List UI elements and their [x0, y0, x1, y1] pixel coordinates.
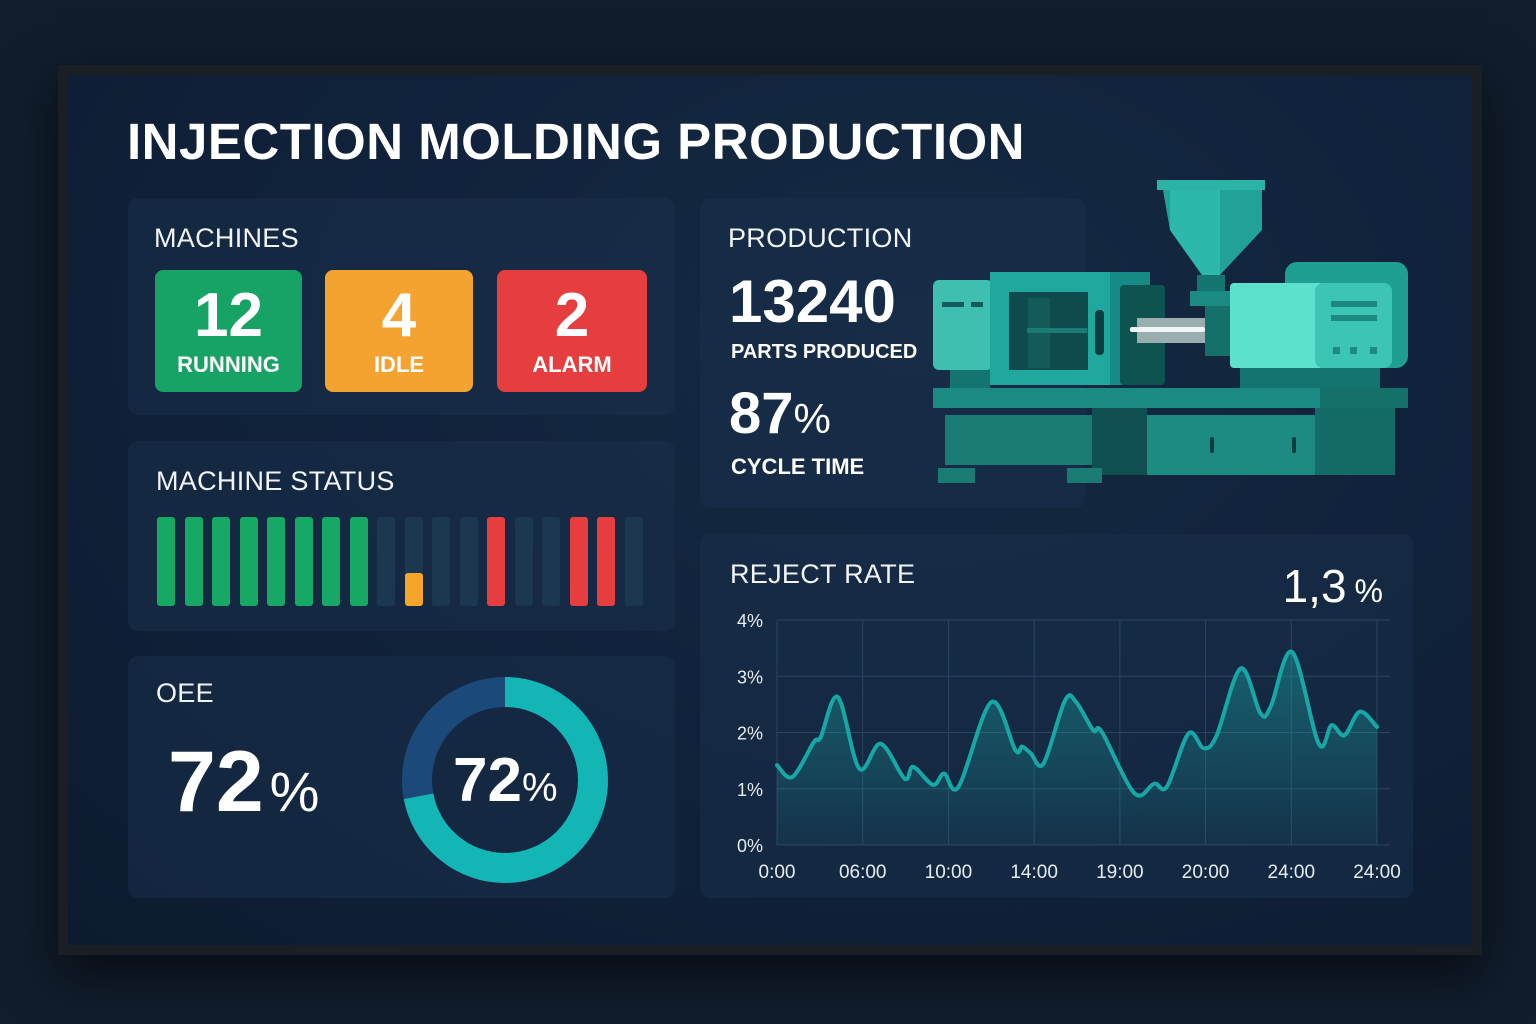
oee-gauge-unit: %	[521, 766, 558, 810]
production-title: PRODUCTION	[728, 223, 913, 253]
machine-status-bar-fill-running	[294, 517, 313, 606]
machine-status-bar[interactable]	[239, 517, 258, 606]
oee-donut	[402, 677, 608, 883]
reject-rate-title: REJECT RATE	[730, 559, 916, 589]
x-tick-label: 0:00	[759, 862, 796, 883]
alarm-count: 2	[554, 281, 590, 350]
machine-status-bar[interactable]	[597, 517, 615, 606]
reject-rate-number: 1,3	[1282, 560, 1347, 612]
x-tick-label: 19:00	[1096, 862, 1144, 883]
machine-status-bar[interactable]	[542, 517, 560, 606]
machine-status-bar-fill-idle	[404, 573, 423, 606]
cycle-time-label: CYCLE TIME	[731, 454, 865, 479]
machine-status-bar-fill-running	[212, 517, 230, 606]
machine-status-bar[interactable]	[487, 517, 505, 606]
x-tick-label: 24:00	[1353, 862, 1401, 883]
machine-status-bar[interactable]	[377, 517, 395, 606]
y-tick-label: 2%	[737, 724, 763, 744]
idle-count: 4	[381, 281, 417, 350]
idle-tile[interactable]: 4 IDLE	[325, 270, 473, 392]
parts-produced-value: 13240	[729, 268, 896, 335]
alarm-tile[interactable]: 2 ALARM	[497, 270, 647, 392]
oee-donut-fill	[402, 677, 608, 883]
y-tick-label: 4%	[737, 611, 763, 631]
x-tick-label: 24:00	[1268, 862, 1316, 883]
idle-label: IDLE	[373, 352, 425, 377]
cycle-time-number: 87	[729, 381, 794, 446]
reject-rate-unit: %	[1354, 573, 1383, 609]
injection-barrel	[1130, 318, 1205, 343]
machine-status-bar[interactable]	[514, 517, 533, 606]
machine-status-bar[interactable]	[184, 517, 203, 606]
machine-status-bar[interactable]	[212, 517, 230, 606]
machine-status-bar[interactable]	[569, 517, 588, 606]
running-count: 12	[194, 281, 263, 350]
y-tick-label: 1%	[737, 780, 763, 800]
x-tick-label: 10:00	[925, 862, 973, 883]
oee-value-number: 72	[168, 734, 264, 830]
parts-produced-label: PARTS PRODUCED	[731, 341, 918, 363]
running-tile[interactable]: 12 RUNNING	[155, 270, 302, 392]
y-tick-label: 3%	[737, 667, 763, 687]
machine-status-bar[interactable]	[624, 517, 643, 606]
injection-molding-machine-illustration	[933, 180, 1408, 483]
page-title: INJECTION MOLDING PRODUCTION	[127, 113, 1026, 170]
oee-title: OEE	[156, 678, 214, 708]
cycle-time-unit: %	[793, 395, 831, 442]
machine-status-bar-fill-running	[322, 517, 340, 606]
machine-status-bar-fill-alarm	[487, 517, 505, 606]
oee-value: 72%	[168, 733, 319, 832]
machines-title: MACHINES	[154, 223, 299, 253]
alarm-label: ALARM	[532, 352, 612, 377]
reject-rate-area	[777, 651, 1377, 845]
hopper	[1157, 180, 1265, 356]
machine-status-bar-fill-alarm	[569, 517, 588, 606]
running-label: RUNNING	[177, 352, 280, 377]
machine-status-title: MACHINE STATUS	[156, 466, 395, 496]
machine-status-bar[interactable]	[322, 517, 340, 606]
machine-status-bar[interactable]	[349, 517, 368, 606]
reject-rate-chart: 0% 1% 2% 3% 4% 0:00 06:00 10:00 14:00 19:00 20:00 2…	[737, 611, 1401, 883]
oee-value-unit: %	[269, 760, 320, 823]
machine-status-bar-fill-running	[184, 517, 203, 606]
machine-status-bar-fill-alarm	[597, 517, 615, 606]
machine-status-bar[interactable]	[459, 517, 478, 606]
machine-base	[933, 388, 1408, 483]
machine-status-bar[interactable]	[404, 517, 423, 606]
oee-gauge-number: 72	[453, 746, 522, 815]
machine-status-bar[interactable]	[432, 517, 450, 606]
oee-gauge-label: 72%	[453, 745, 558, 816]
machine-status-bar[interactable]	[157, 517, 175, 606]
reject-rate-value: 1,3%	[1283, 559, 1383, 613]
x-tick-label: 06:00	[839, 862, 887, 883]
machine-status-bar[interactable]	[267, 517, 285, 606]
machine-status-bar-fill-running	[239, 517, 258, 606]
cycle-time-value: 87%	[729, 380, 831, 447]
x-tick-label: 20:00	[1182, 862, 1230, 883]
x-tick-label: 14:00	[1010, 862, 1058, 883]
machine-status-bar-fill-running	[157, 517, 175, 606]
machine-status-bar[interactable]	[294, 517, 313, 606]
machine-status-bar-fill-running	[267, 517, 285, 606]
y-tick-label: 0%	[737, 836, 763, 856]
injection-unit	[1230, 262, 1408, 388]
machine-status-bar-fill-running	[349, 517, 368, 606]
